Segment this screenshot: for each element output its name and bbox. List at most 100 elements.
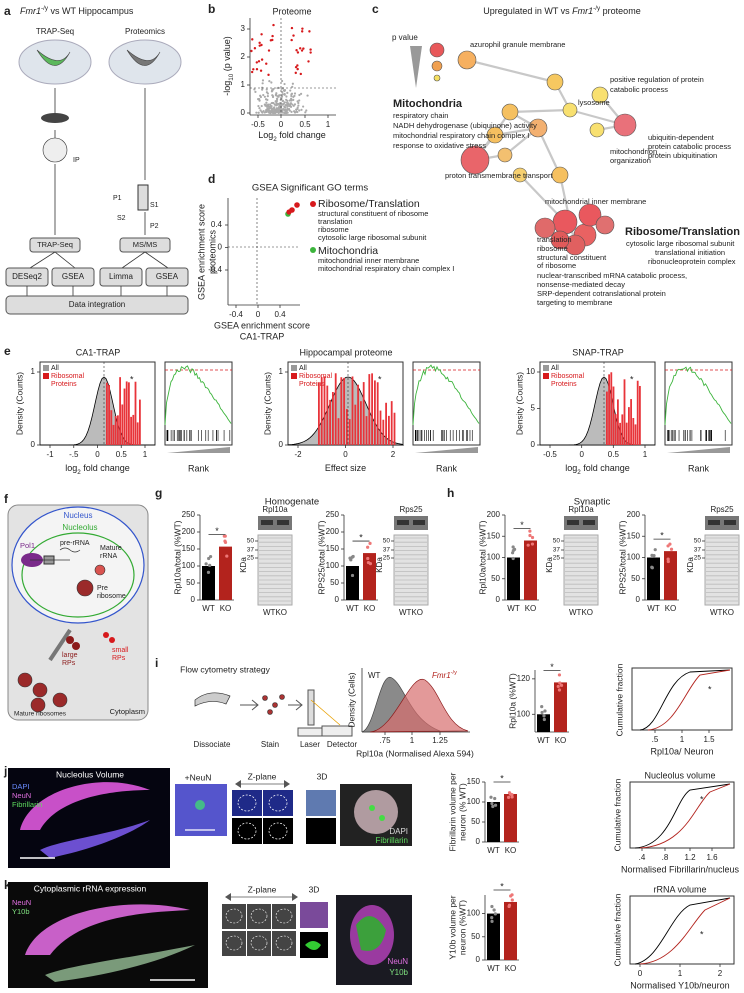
label: Fmr1-/y vs WT Hippocampus [20,5,134,16]
density-ko [369,679,469,733]
x-tick-label: WT [346,604,359,613]
label: RPS25/total (%WT) [316,520,326,594]
cell [267,709,273,715]
rp-bar [617,399,619,445]
label: All [51,365,59,372]
point [540,710,544,715]
micrograph [175,784,227,836]
blot-band [564,516,598,530]
point [302,47,305,50]
rp-bar [639,385,641,445]
point [274,94,278,97]
point [493,803,498,807]
rp-bar [332,392,334,445]
blot-band [413,520,425,525]
tissue [194,692,231,707]
y-tick-label: 50 [186,578,195,587]
label: Mature ribosomes [14,711,67,718]
rp-bar [628,407,630,445]
label: 37 [553,547,561,554]
label: NeuN [12,791,31,800]
point [493,796,497,801]
label: h [447,486,454,500]
rp-bar [123,388,126,445]
point [290,38,293,42]
label: Rps25 [399,505,423,514]
point [250,70,254,74]
node [591,86,609,104]
point [265,110,268,114]
label: nonsense-mediated decay [537,280,625,289]
outline [268,822,288,840]
label: protein ubiquitination [648,151,717,160]
point [666,557,670,561]
label: DAPI [12,782,30,791]
label: Nucleus [64,511,93,520]
enrichment-curve [164,365,232,426]
point [510,898,514,902]
label: 0 [579,450,584,459]
cumulative-wt [634,783,731,849]
label: GSEA Significant GO terms [252,183,368,194]
rp-bar [614,414,617,445]
ribosome [76,579,94,597]
point [491,804,495,809]
point [267,73,270,77]
cell [279,694,285,700]
node [595,215,615,235]
detector [321,725,353,737]
label: NADH dehydrogenase (ubiquinone) activity [393,121,537,130]
blot-band [258,516,292,530]
legend-swatch [43,373,49,379]
label: 0.5 [116,450,128,459]
label: +NeuN [185,772,212,782]
point [265,62,268,65]
rp-bar [606,391,608,445]
label: CA1-TRAP [240,331,285,341]
bar [507,557,520,600]
point [253,47,257,50]
label: Nucleolus volume [644,770,715,780]
micrograph [222,904,246,929]
point [507,903,512,907]
y-tick-label: 100 [487,553,501,562]
label: Detector [327,740,358,749]
label: proton transmembrane transport [445,171,553,180]
point [285,111,288,114]
node [497,147,513,163]
label: Y10b [389,968,408,977]
point [296,67,299,71]
bar [664,551,677,600]
point [286,209,292,215]
label: structural constituent [537,253,607,262]
label: rRNA volume [653,884,706,894]
label: Data integration [69,300,125,309]
arrow [240,699,259,711]
label-part: -/y [451,670,457,676]
label: P1 [113,195,122,202]
point [294,202,300,208]
label: ribosome [97,593,126,600]
label: KDa [686,557,695,573]
label: 1.2 [684,853,696,862]
point [274,110,277,113]
point [267,49,271,52]
point [250,49,253,53]
y-tick-label: 150 [627,531,641,540]
point [270,81,273,84]
point [348,556,352,560]
label: Pol1 [20,541,35,550]
y-tick-label: 100 [182,561,196,570]
plot-frame [412,361,481,446]
point [650,565,654,569]
rp-bar [348,419,351,445]
label: Y10b volume per [447,895,457,959]
rp-bar [610,372,613,445]
blot-band [724,520,736,525]
label: P2 [150,223,159,230]
ribosome [30,697,46,713]
label: * [700,794,704,804]
point [259,94,262,97]
point [260,86,264,89]
bar [647,557,660,600]
